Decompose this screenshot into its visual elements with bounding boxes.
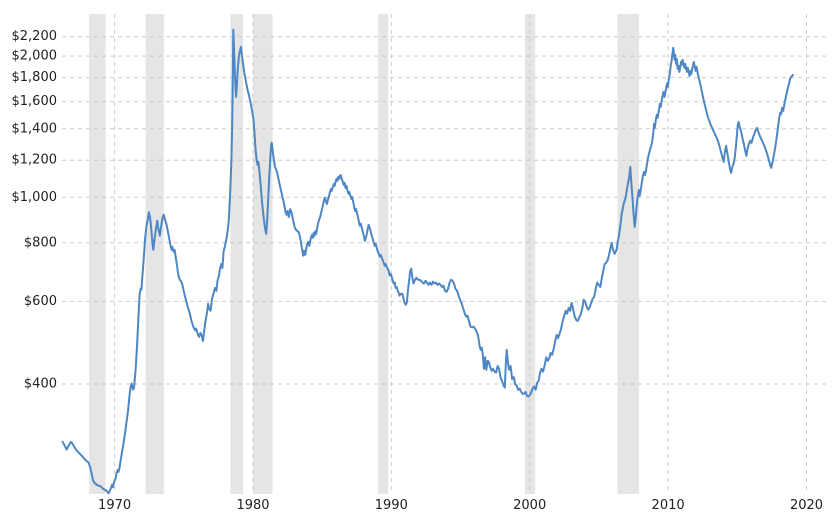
recession-band — [145, 14, 164, 494]
y-axis-label: $1,800 — [12, 70, 58, 85]
x-axis-label: 1990 — [375, 498, 408, 513]
x-axis-label: 2010 — [652, 498, 685, 513]
y-axis-label: $1,200 — [12, 153, 58, 168]
x-axis-label: 1980 — [236, 498, 269, 513]
price-line — [61, 28, 794, 495]
x-axis-label: 1970 — [98, 498, 131, 513]
x-axis-label: 2000 — [513, 498, 546, 513]
y-axis-label: $2,000 — [12, 49, 58, 64]
recession-band — [617, 14, 640, 494]
y-axis-label: $1,000 — [12, 190, 58, 205]
recession-band — [89, 14, 106, 494]
recession-band — [230, 14, 243, 494]
y-axis-label: $1,400 — [12, 121, 58, 136]
y-axis-label: $600 — [24, 294, 57, 309]
recession-band — [378, 14, 389, 494]
y-axis-label: $800 — [24, 235, 57, 250]
y-axis-label: $2,200 — [12, 29, 58, 44]
recession-band — [253, 14, 273, 494]
x-axis-label: 2020 — [790, 498, 823, 513]
y-axis-label: $400 — [24, 377, 57, 392]
y-axis-label: $1,600 — [12, 94, 58, 109]
